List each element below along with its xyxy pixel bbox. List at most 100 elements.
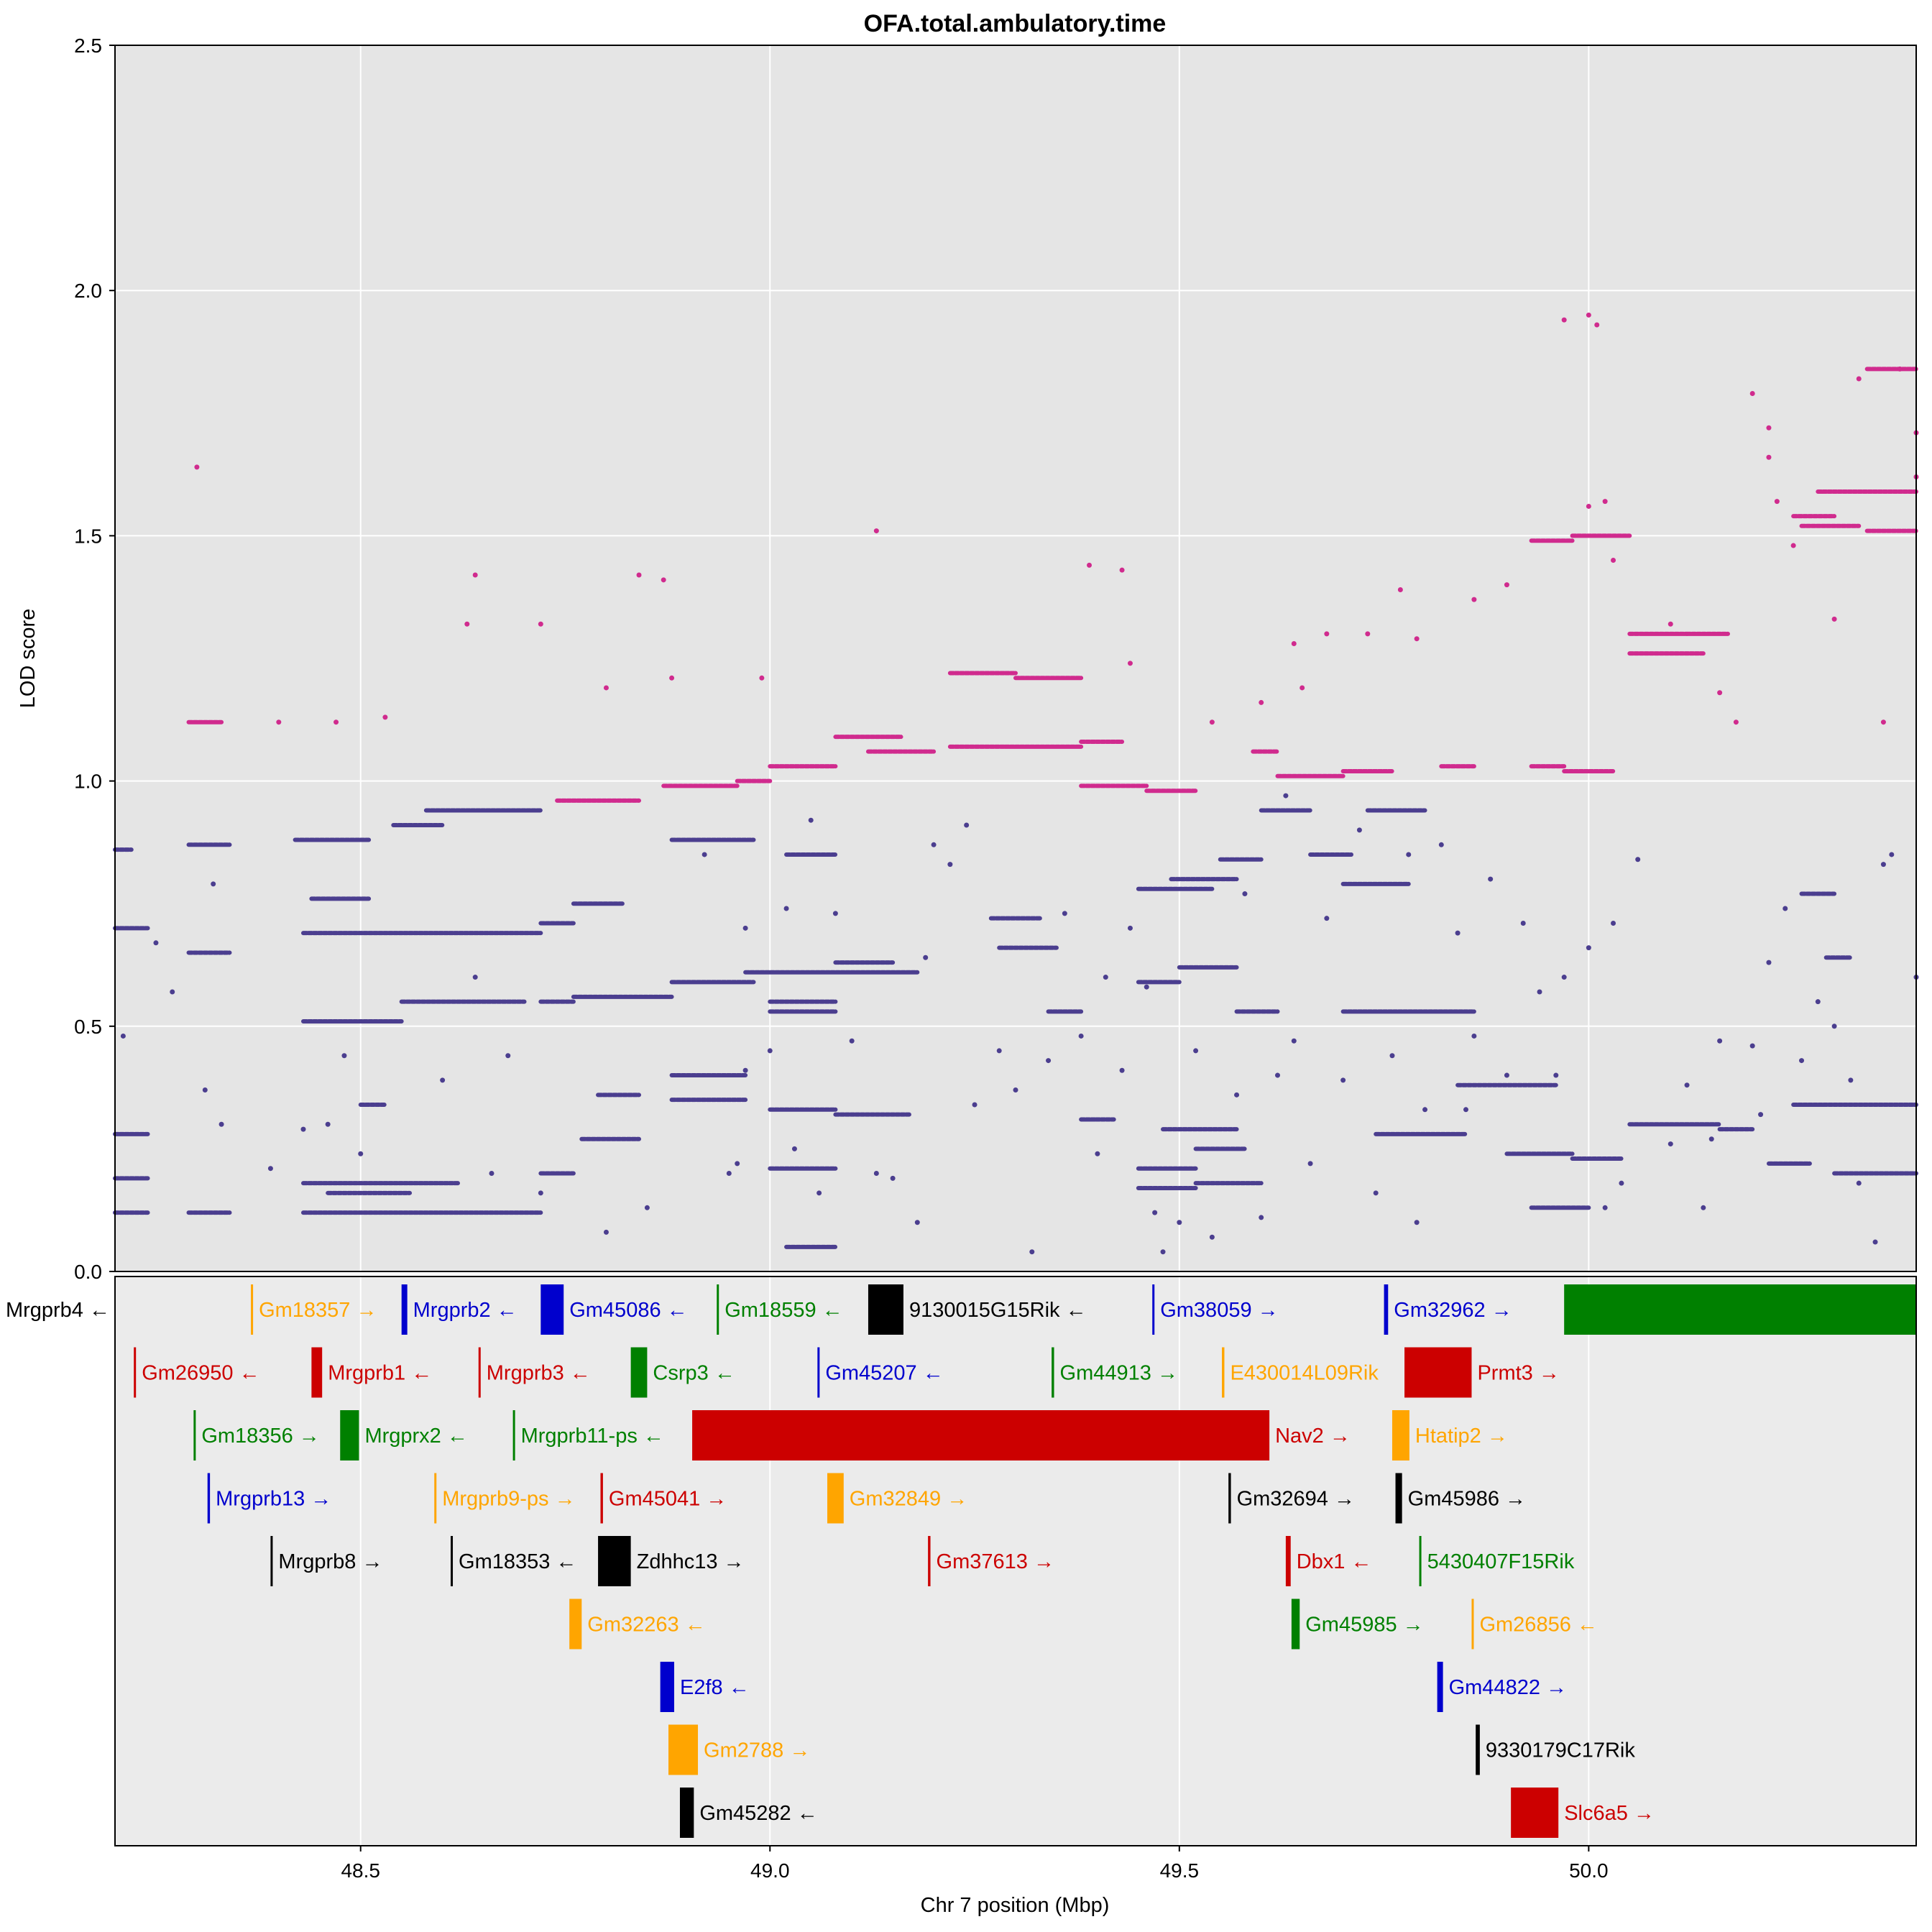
x-tick-label: 49.5 <box>1160 1859 1200 1882</box>
lod-point <box>1799 1058 1805 1064</box>
lod-point <box>1668 621 1673 627</box>
lod-point <box>1774 499 1780 505</box>
lod-point <box>1504 582 1509 588</box>
lod-point <box>334 719 339 725</box>
gene-body <box>679 1788 694 1838</box>
lod-point <box>489 1171 494 1177</box>
lod-point <box>1856 1180 1862 1186</box>
lod-point <box>702 852 707 857</box>
lod-point <box>153 940 159 946</box>
lod-point <box>1193 1048 1199 1054</box>
lod-point <box>767 1048 773 1054</box>
lod-point <box>1013 1087 1018 1093</box>
gene-body <box>630 1347 648 1398</box>
lod-point <box>808 817 814 823</box>
gene-label: Mrgprb4 ← <box>6 1299 110 1322</box>
lod-point <box>1455 930 1460 936</box>
x-axis-title: Chr 7 position (Mbp) <box>921 1894 1110 1917</box>
gene-label: Mrgprb13 → <box>216 1488 331 1511</box>
gene-body <box>434 1473 437 1524</box>
lod-point <box>1152 1210 1158 1215</box>
lod-point <box>1365 631 1371 637</box>
lod-point <box>873 1171 879 1177</box>
lod-point <box>1766 960 1772 965</box>
lod-point <box>1397 586 1403 592</box>
lod-point <box>300 1126 306 1132</box>
gene-label: Mrgprb8 → <box>278 1550 382 1573</box>
lod-point <box>669 675 675 681</box>
lod-point <box>1880 719 1886 725</box>
lod-point <box>1160 1249 1166 1255</box>
gene-body <box>668 1724 699 1775</box>
lod-point <box>505 1053 511 1059</box>
lod-point <box>170 989 175 995</box>
lod-point <box>923 954 929 960</box>
lod-point <box>1684 1082 1690 1088</box>
gene-label: Nav2 → <box>1275 1425 1351 1448</box>
lod-point <box>202 1087 208 1093</box>
lod-point <box>1275 1072 1281 1078</box>
lod-point <box>964 822 970 828</box>
lod-point <box>325 1121 331 1127</box>
gene-body <box>193 1410 196 1460</box>
gene-body <box>1152 1284 1155 1335</box>
lod-point <box>1889 852 1895 857</box>
gene-label: Mrgprb11-ps ← <box>521 1425 664 1448</box>
gene-body <box>207 1473 211 1524</box>
gene-label: Zdhhc13 → <box>637 1550 745 1573</box>
gene-body <box>569 1598 582 1650</box>
lod-point <box>759 675 765 681</box>
gene-label: Gm18356 → <box>201 1425 319 1448</box>
lod-point <box>1471 597 1477 602</box>
lod-point <box>1373 1190 1379 1196</box>
lod-point <box>1717 690 1723 696</box>
lod-point <box>120 1033 126 1039</box>
gene-gridlines <box>359 1276 1590 1846</box>
lod-point <box>1046 1058 1052 1064</box>
gene-body <box>692 1410 1270 1460</box>
gene-body <box>251 1284 254 1335</box>
lod-point <box>1848 1077 1854 1083</box>
lod-point <box>1611 558 1616 564</box>
gene-panel-border <box>114 1276 1917 1846</box>
lod-panel-border <box>114 45 1917 1272</box>
x-axis: 48.5 49.0 49.5 50.0 <box>341 1846 1609 1882</box>
lod-point <box>735 1161 740 1167</box>
lod-point <box>1586 503 1591 509</box>
gene-body <box>540 1284 564 1335</box>
gene-label: Htatip2 → <box>1415 1425 1508 1448</box>
gene-label: Mrgprb9-ps → <box>442 1488 575 1511</box>
gene-label: Gm45282 ← <box>699 1802 817 1825</box>
lod-point <box>996 1048 1002 1054</box>
lod-point <box>1611 920 1616 926</box>
lod-point <box>358 1151 364 1156</box>
gene-label: Gm26856 ← <box>1479 1614 1597 1637</box>
gene-label: Mrgprx2 ← <box>364 1425 467 1448</box>
gene-body <box>600 1473 603 1524</box>
lod-point <box>742 925 748 931</box>
gene-body <box>1052 1347 1054 1398</box>
lod-point <box>1594 322 1600 328</box>
gene-body <box>868 1284 903 1335</box>
lod-point <box>472 572 478 578</box>
gene-body <box>1471 1598 1474 1650</box>
lod-point <box>1782 906 1788 911</box>
lod-point <box>1586 312 1591 318</box>
gene-body <box>1511 1788 1559 1838</box>
gene-body <box>478 1347 481 1398</box>
lod-point <box>1307 1161 1313 1167</box>
lod-point <box>1537 989 1542 995</box>
lod-point <box>1291 641 1297 647</box>
lod-point <box>742 1067 748 1073</box>
lod-point <box>1635 857 1641 862</box>
x-tick-label: 49.0 <box>750 1859 790 1882</box>
lod-point <box>464 621 470 627</box>
gene-label: E2f8 ← <box>680 1676 750 1699</box>
lod-point <box>1324 916 1330 921</box>
lod-point <box>211 881 216 887</box>
lod-point <box>972 1102 978 1108</box>
lod-point <box>538 1190 543 1196</box>
gene-body <box>598 1536 631 1586</box>
lod-point <box>1561 317 1567 323</box>
lod-point <box>914 1220 920 1225</box>
